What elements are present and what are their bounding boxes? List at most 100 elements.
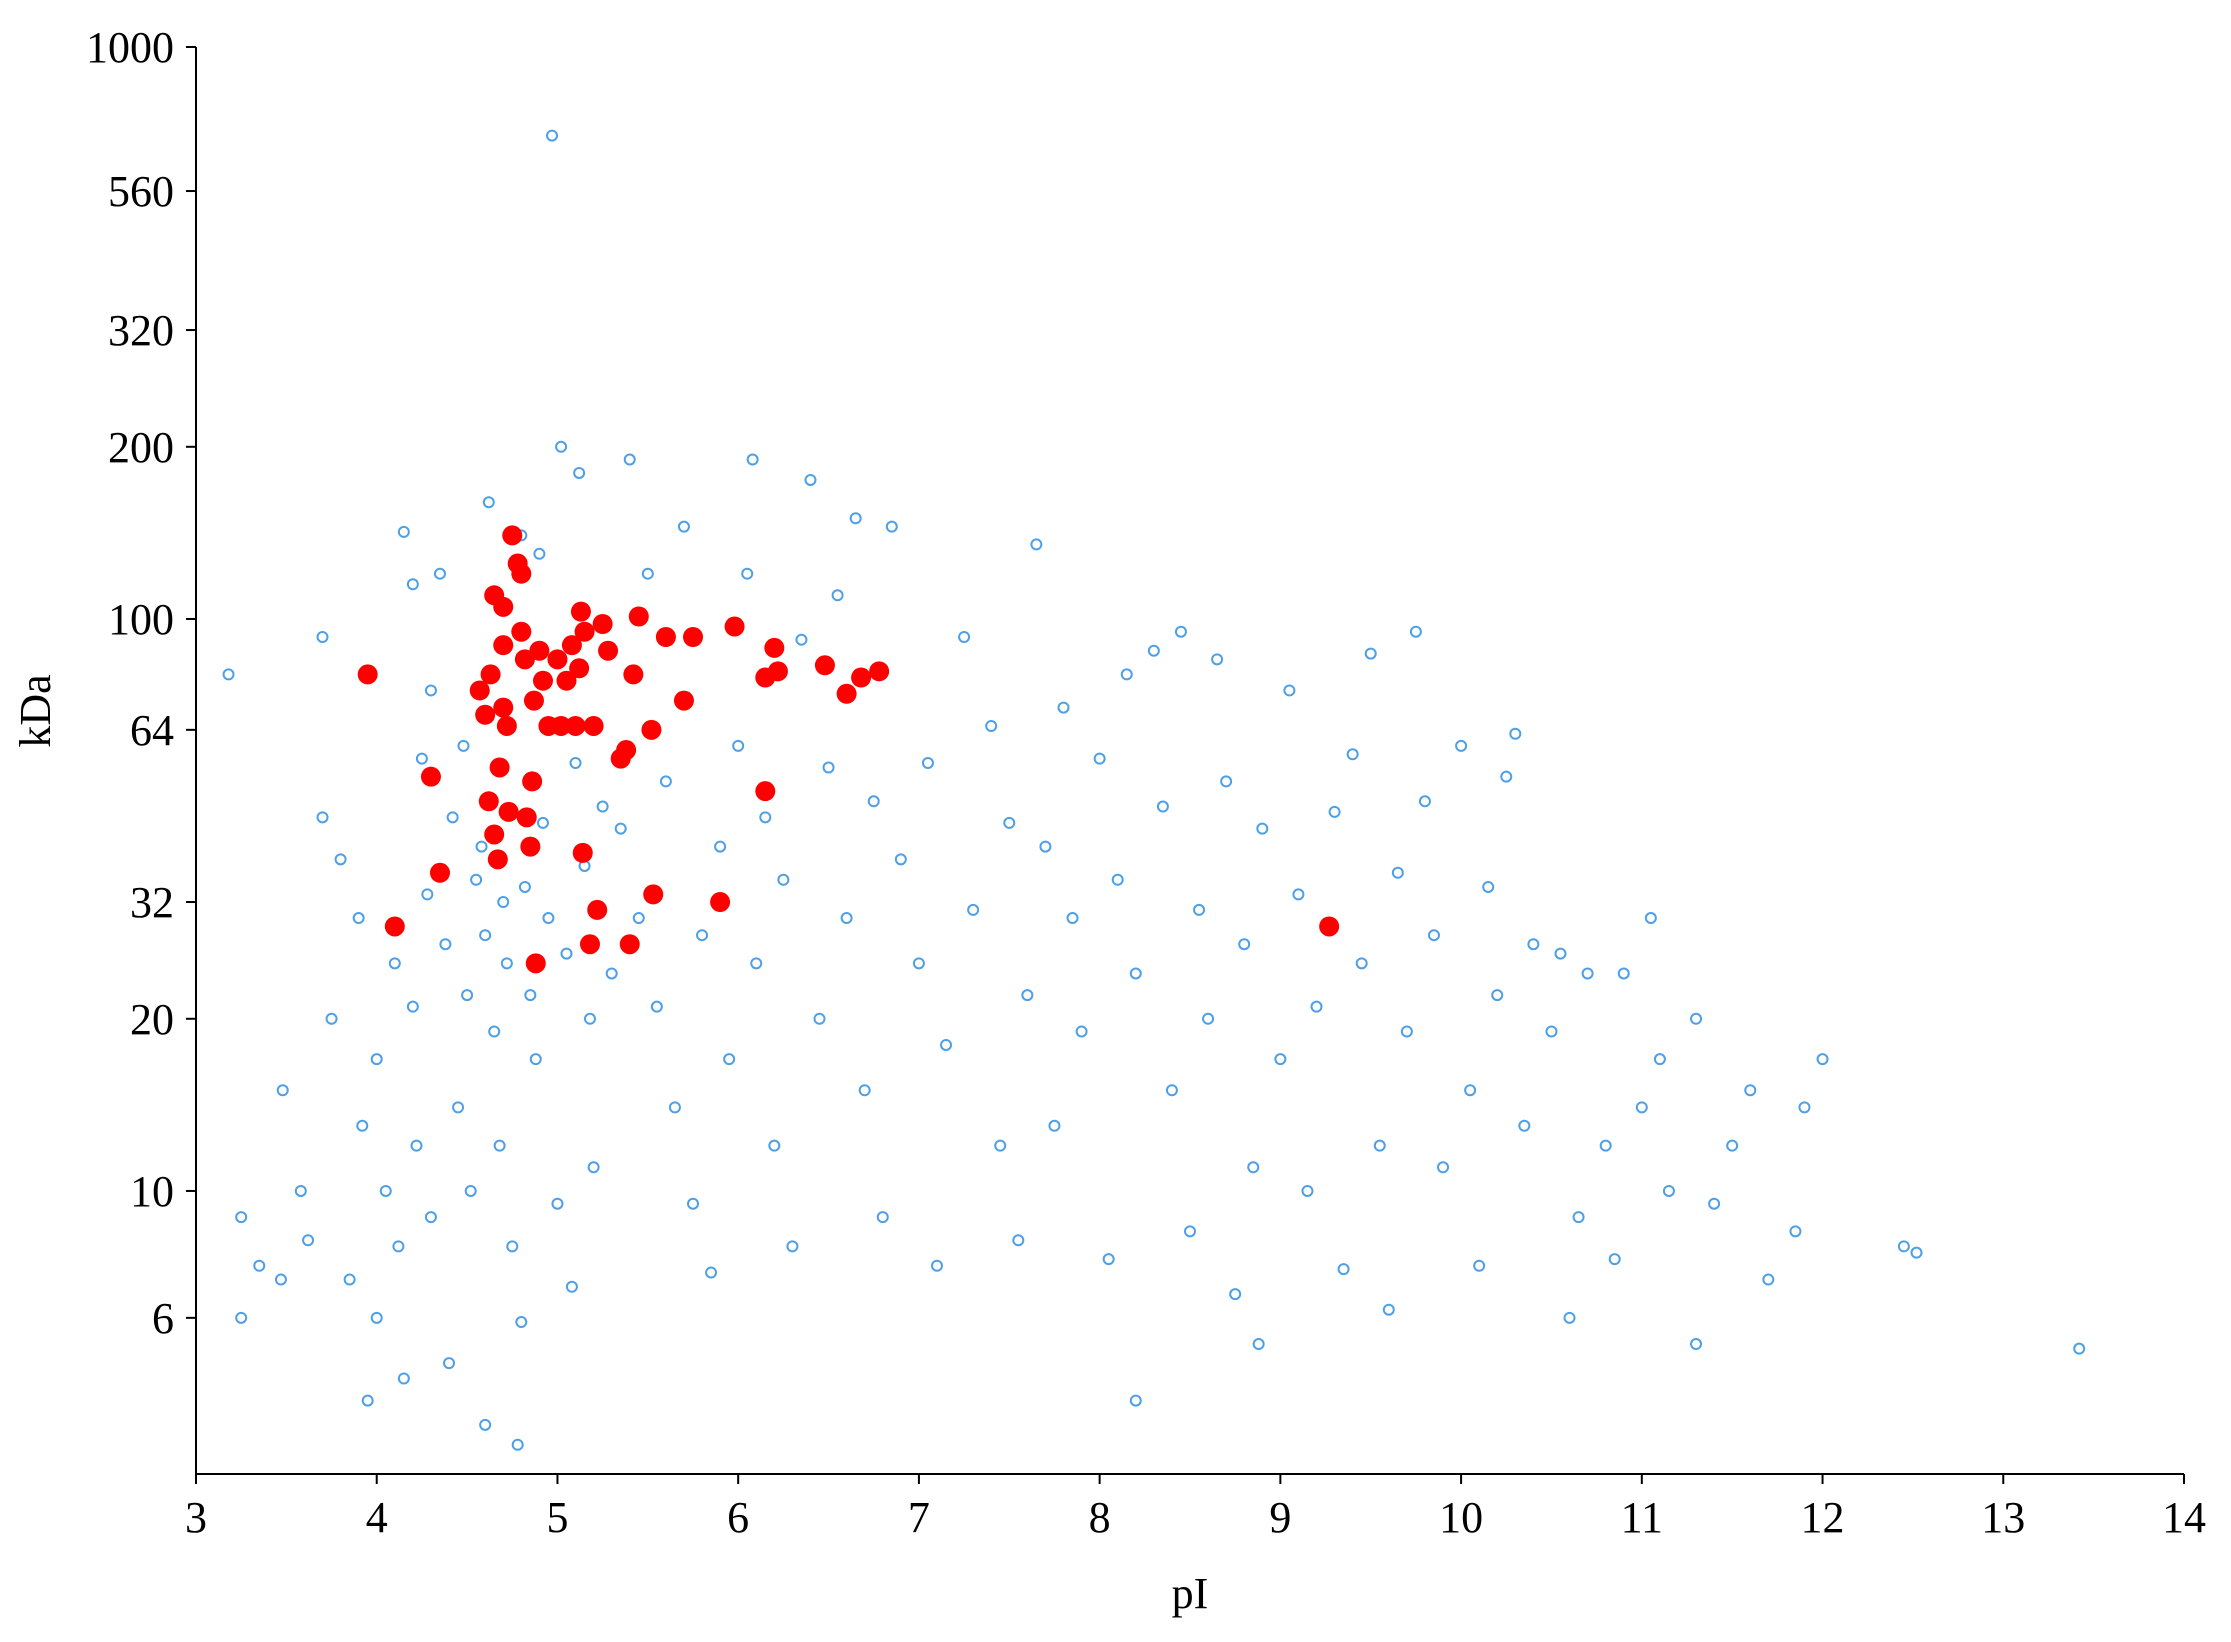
point bbox=[940, 1038, 953, 1051]
y-tick-label: 100 bbox=[108, 595, 174, 644]
point bbox=[1120, 668, 1133, 681]
highlight-point bbox=[511, 621, 532, 642]
highlight-point bbox=[420, 766, 441, 787]
x-tick-label: 5 bbox=[546, 1493, 568, 1542]
point bbox=[479, 1418, 492, 1431]
highlight-point bbox=[767, 661, 788, 682]
highlight-point bbox=[522, 771, 543, 792]
point bbox=[677, 520, 690, 533]
point bbox=[1726, 1139, 1739, 1152]
point bbox=[475, 840, 488, 853]
point bbox=[605, 967, 618, 980]
point bbox=[1527, 938, 1540, 951]
highlight-point bbox=[598, 640, 619, 661]
point bbox=[1364, 647, 1377, 660]
highlight-point bbox=[623, 664, 644, 685]
point bbox=[1464, 1084, 1477, 1097]
point bbox=[1910, 1246, 1923, 1259]
highlight-point bbox=[469, 680, 490, 701]
highlight-point bbox=[814, 655, 835, 676]
highlight-point bbox=[565, 715, 586, 736]
point bbox=[1310, 1000, 1323, 1013]
point bbox=[849, 512, 862, 525]
highlight-point bbox=[511, 563, 532, 584]
point bbox=[687, 1197, 699, 1210]
point bbox=[551, 1197, 564, 1210]
highlight-point bbox=[592, 613, 613, 634]
point bbox=[515, 1316, 528, 1329]
x-tick-label: 13 bbox=[1981, 1493, 2025, 1542]
point bbox=[1391, 866, 1404, 879]
point bbox=[1545, 1025, 1558, 1038]
point bbox=[1202, 1012, 1215, 1025]
highlight-point bbox=[502, 525, 523, 546]
point bbox=[1075, 1025, 1088, 1038]
point bbox=[542, 912, 555, 925]
highlight-point bbox=[357, 664, 378, 685]
highlight-point bbox=[579, 934, 600, 955]
point bbox=[1184, 1225, 1196, 1238]
point bbox=[457, 739, 470, 752]
point bbox=[555, 440, 568, 453]
highlight-point bbox=[384, 916, 405, 937]
point bbox=[497, 896, 510, 909]
point bbox=[1328, 805, 1341, 818]
point bbox=[1252, 1338, 1265, 1351]
point bbox=[316, 811, 329, 824]
point bbox=[1039, 840, 1052, 853]
point bbox=[1482, 880, 1495, 893]
point bbox=[596, 800, 609, 813]
highlight-point bbox=[616, 740, 637, 761]
point bbox=[464, 1184, 477, 1197]
point bbox=[1816, 1053, 1829, 1066]
point bbox=[410, 1139, 423, 1152]
point bbox=[500, 957, 513, 970]
point bbox=[912, 957, 925, 970]
highlight-point bbox=[523, 690, 544, 711]
point bbox=[1247, 1161, 1260, 1174]
point bbox=[2073, 1342, 2086, 1355]
point bbox=[1174, 625, 1187, 638]
highlight-point bbox=[836, 683, 857, 704]
point bbox=[325, 1012, 338, 1025]
point bbox=[406, 578, 419, 591]
highlight-point bbox=[498, 801, 519, 822]
highlight-point bbox=[683, 627, 703, 648]
point bbox=[1346, 748, 1359, 761]
x-tick-label: 14 bbox=[2162, 1493, 2206, 1542]
x-tick-label: 3 bbox=[185, 1493, 207, 1542]
point bbox=[1418, 795, 1431, 808]
point bbox=[1409, 625, 1422, 638]
highlight-point bbox=[619, 934, 640, 955]
highlight-point bbox=[520, 836, 541, 857]
highlight-point bbox=[547, 649, 568, 670]
point bbox=[813, 1012, 826, 1025]
highlight-point bbox=[574, 621, 595, 642]
y-tick-label: 10 bbox=[130, 1167, 174, 1216]
point bbox=[397, 525, 410, 538]
point bbox=[1563, 1311, 1576, 1324]
highlight-point bbox=[551, 715, 572, 736]
point bbox=[511, 1438, 524, 1451]
highlight-point bbox=[851, 667, 872, 688]
point bbox=[1400, 1025, 1413, 1038]
highlight-point bbox=[475, 704, 496, 725]
point bbox=[786, 1240, 799, 1253]
highlight-point bbox=[496, 715, 517, 736]
highlight-point bbox=[641, 719, 662, 740]
point bbox=[1057, 701, 1070, 714]
point bbox=[894, 853, 907, 866]
point bbox=[1111, 873, 1124, 886]
point bbox=[1292, 888, 1305, 901]
point bbox=[840, 912, 853, 925]
point bbox=[235, 1211, 248, 1224]
highlight-point bbox=[869, 661, 890, 682]
y-tick-label: 1000 bbox=[86, 23, 174, 72]
point bbox=[1644, 912, 1657, 925]
point bbox=[439, 938, 452, 951]
point bbox=[493, 1139, 506, 1152]
point bbox=[1373, 1139, 1386, 1152]
point bbox=[388, 957, 401, 970]
x-tick-label: 9 bbox=[1269, 1493, 1291, 1542]
point bbox=[302, 1234, 315, 1247]
